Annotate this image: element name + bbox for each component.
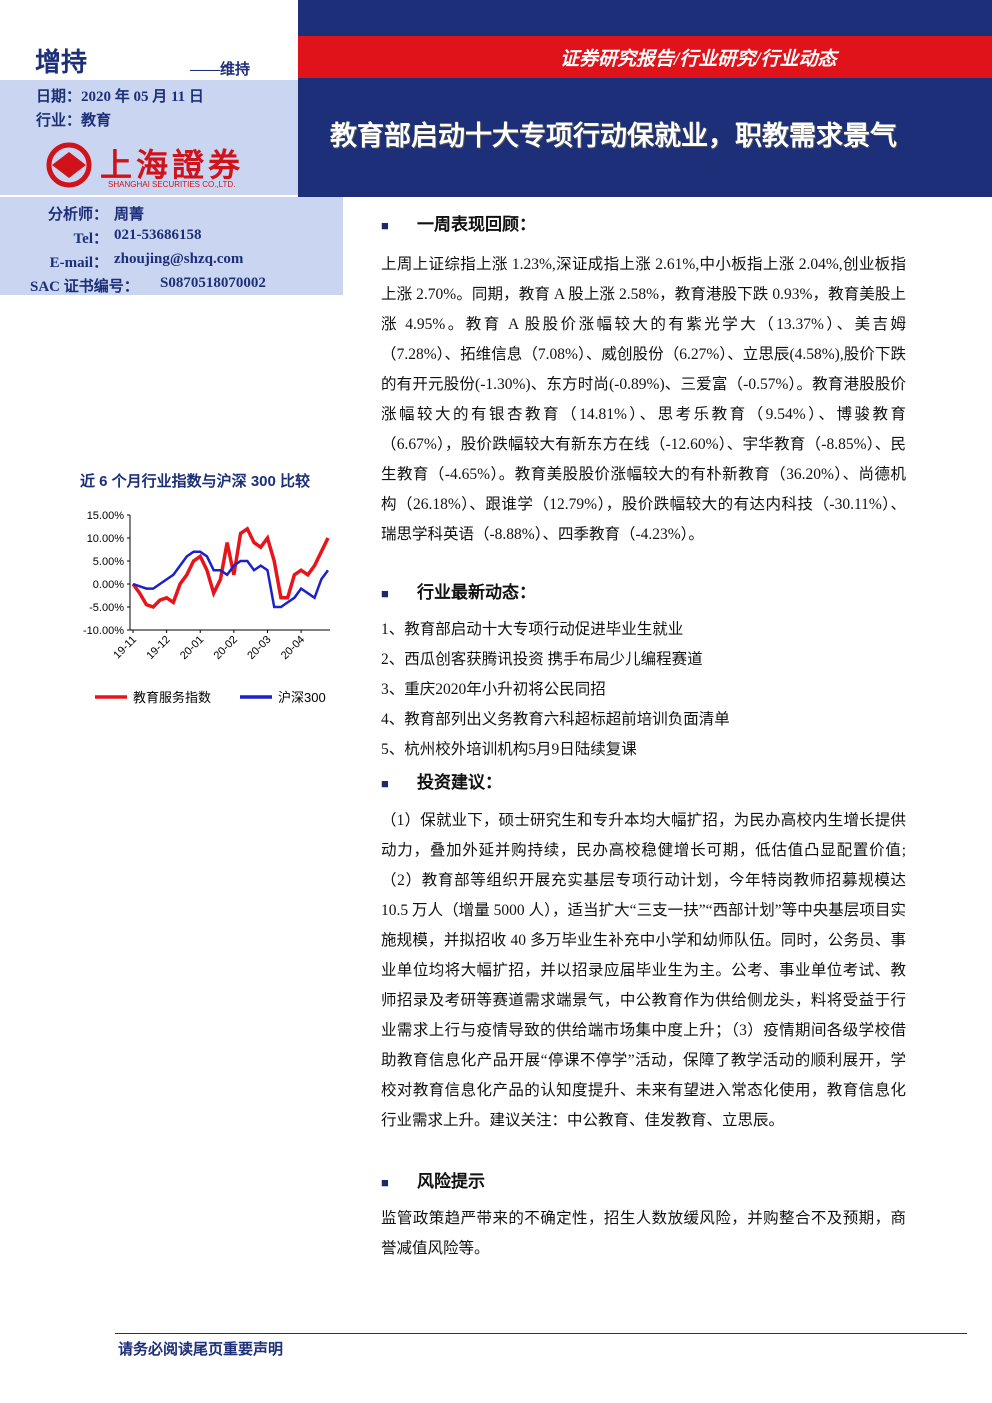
paragraph: 监管政策趋严带来的不确定性，招生人数放缓风险，并购整合不及预期，商誉减值风险等。 (381, 1210, 906, 1257)
list-item: 5、杭州校外培训机构5月9日陆续复课 (381, 741, 637, 758)
y-tick-label: 15.00% (87, 510, 125, 522)
y-tick-label: 10.00% (87, 533, 125, 545)
list-item: 1、教育部启动十大专项行动促进毕业生就业 (381, 621, 684, 638)
section-heading: 行业最新动态： (381, 578, 536, 603)
chart: 近 6 个月行业指数与沪深 300 比较 -10.00% -5.00% 0.00% 5.… (80, 472, 330, 705)
y-tick-label: 5.00% (93, 556, 124, 568)
rating-prev: ——维持 (190, 62, 251, 78)
legend-label: 沪深300 (278, 690, 326, 705)
analyst-label: E-mail： (49, 255, 108, 271)
logo-en: SHANGHAI SECURITIES CO.,LTD. (108, 180, 236, 189)
analyst-label: Tel： (73, 231, 108, 247)
y-tick-label: 0.00% (93, 579, 124, 591)
paragraph: 上周上证综指上涨 1.23%,深证成指上涨 2.61%,中小板指上涨 2.04%… (381, 256, 906, 543)
series-line (132, 550, 330, 609)
section-heading: 一周表现回顾： (381, 210, 536, 235)
report-type: 证券研究报告/行业研究/行业动态 (560, 49, 837, 70)
y-tick-label: -5.00% (89, 602, 124, 614)
analyst-value: zhoujing@shzq.com (114, 251, 244, 267)
y-tick-label: -10.00% (83, 625, 124, 637)
logo-cn: 上海證券 (100, 147, 245, 183)
footer-rule (115, 1333, 967, 1334)
red-band (298, 36, 992, 78)
industry: 行业：教育 (36, 113, 112, 129)
analyst-value: 周菁 (114, 207, 145, 223)
header-band (298, 0, 992, 197)
list-item: 4、教育部列出义务教育六科超标超前培训负面清单 (381, 711, 730, 728)
analyst-panel (0, 197, 343, 295)
rating: 增持 (35, 48, 88, 77)
chart-title: 近 6 个月行业指数与沪深 300 比较 (80, 472, 310, 490)
section-heading: 投资建议： (381, 768, 502, 793)
date: 日期：2020 年 05 月 11 日 (36, 89, 204, 105)
list-item: 2、西瓜创客获腾讯投资 携手布局少儿编程赛道 (381, 651, 703, 668)
x-tick-label: 20-03 (245, 634, 273, 662)
legend-label: 教育服务指数 (133, 690, 211, 705)
x-tick-label: 20-02 (212, 634, 240, 662)
list-item: 3、重庆2020年小升初将公民同招 (381, 681, 606, 698)
series-line (131, 526, 330, 610)
x-tick-label: 19-11 (111, 634, 139, 662)
report-title: 教育部启动十大专项行动保就业，职教需求景气 (330, 121, 897, 151)
analyst-value: 021-53686158 (114, 227, 202, 243)
x-tick-label: 20-04 (279, 634, 307, 662)
logo-mark (46, 142, 92, 188)
footer-note: 请务必阅读尾页重要声明 (118, 1342, 284, 1358)
section-heading: 风险提示 (381, 1167, 485, 1192)
analyst-value: S0870518070002 (160, 275, 266, 291)
analyst-label: 分析师： (47, 207, 108, 223)
x-tick-label: 20-01 (178, 634, 206, 662)
paragraph: （1）保就业下，硕士研究生和专升本均大幅扩招，为民办高校内生增长提供动力，叠加外… (381, 812, 906, 1129)
x-tick-label: 19-12 (144, 634, 172, 662)
